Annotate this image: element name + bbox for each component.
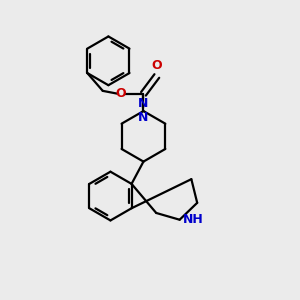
Text: N: N [138, 97, 148, 110]
Text: N: N [138, 111, 148, 124]
Text: O: O [152, 58, 162, 71]
Text: NH: NH [183, 213, 204, 226]
Text: O: O [116, 87, 127, 100]
